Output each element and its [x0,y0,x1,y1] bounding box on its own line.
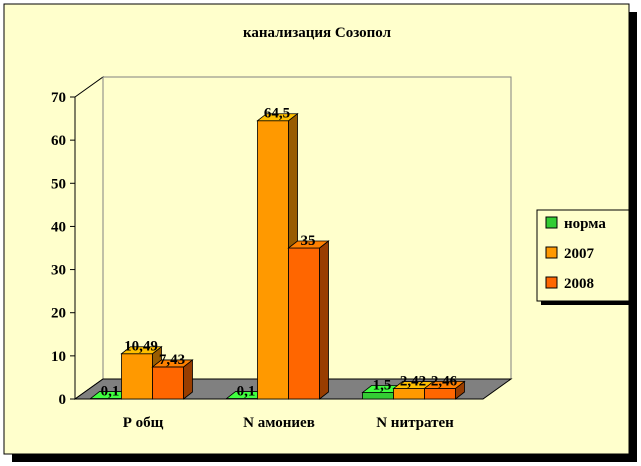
y-tick-label: 30 [51,263,66,279]
bar-top-1-1 [256,113,299,122]
bar-side-1-2 [319,240,329,400]
side-wall [74,76,104,400]
x-tick-label: N нитратен [376,415,454,431]
x-tick-label: N амониев [243,415,315,431]
bar-top-0-1 [120,346,163,355]
data-label: 2,46 [431,373,458,389]
bar-2007-0 [121,353,153,400]
data-label: 64,5 [264,106,290,122]
bar-top-1-2 [287,240,330,249]
data-label: 7,43 [159,352,185,368]
legend-label: 2008 [564,276,594,292]
legend-label: 2007 [564,246,595,262]
bar-top-2-2 [423,380,466,389]
data-label: 0,1 [237,384,256,400]
legend-swatch-2008 [545,276,558,289]
y-tick-label: 70 [51,90,66,106]
legend-swatch-норма [545,216,558,229]
legend: норма 2007 2008 [536,209,633,305]
bar-top-0-2 [151,359,194,368]
y-tick-label: 10 [51,349,66,365]
y-tick-label: 40 [51,219,66,235]
legend-swatch-2007 [545,246,558,259]
bar-2007-1 [257,120,289,400]
legend-label: норма [564,216,606,232]
bar-2008-1 [288,247,320,400]
chart-title: канализация Созопол [243,25,392,41]
data-label: 2,42 [400,374,426,390]
bar-2008-0 [152,366,184,400]
x-tick-label: Р общ [123,415,164,431]
data-label: 10,49 [124,339,158,355]
y-tick-label: 60 [51,133,66,149]
y-tick-label: 0 [59,392,67,408]
data-label: 0,1 [101,384,120,400]
y-tick-label: 20 [51,306,66,322]
y-tick-label: 50 [51,176,66,192]
bar-2007-2 [393,388,425,400]
data-label: 1,5 [373,378,392,394]
data-label: 35 [301,233,316,249]
bar-2008-2 [424,387,456,400]
